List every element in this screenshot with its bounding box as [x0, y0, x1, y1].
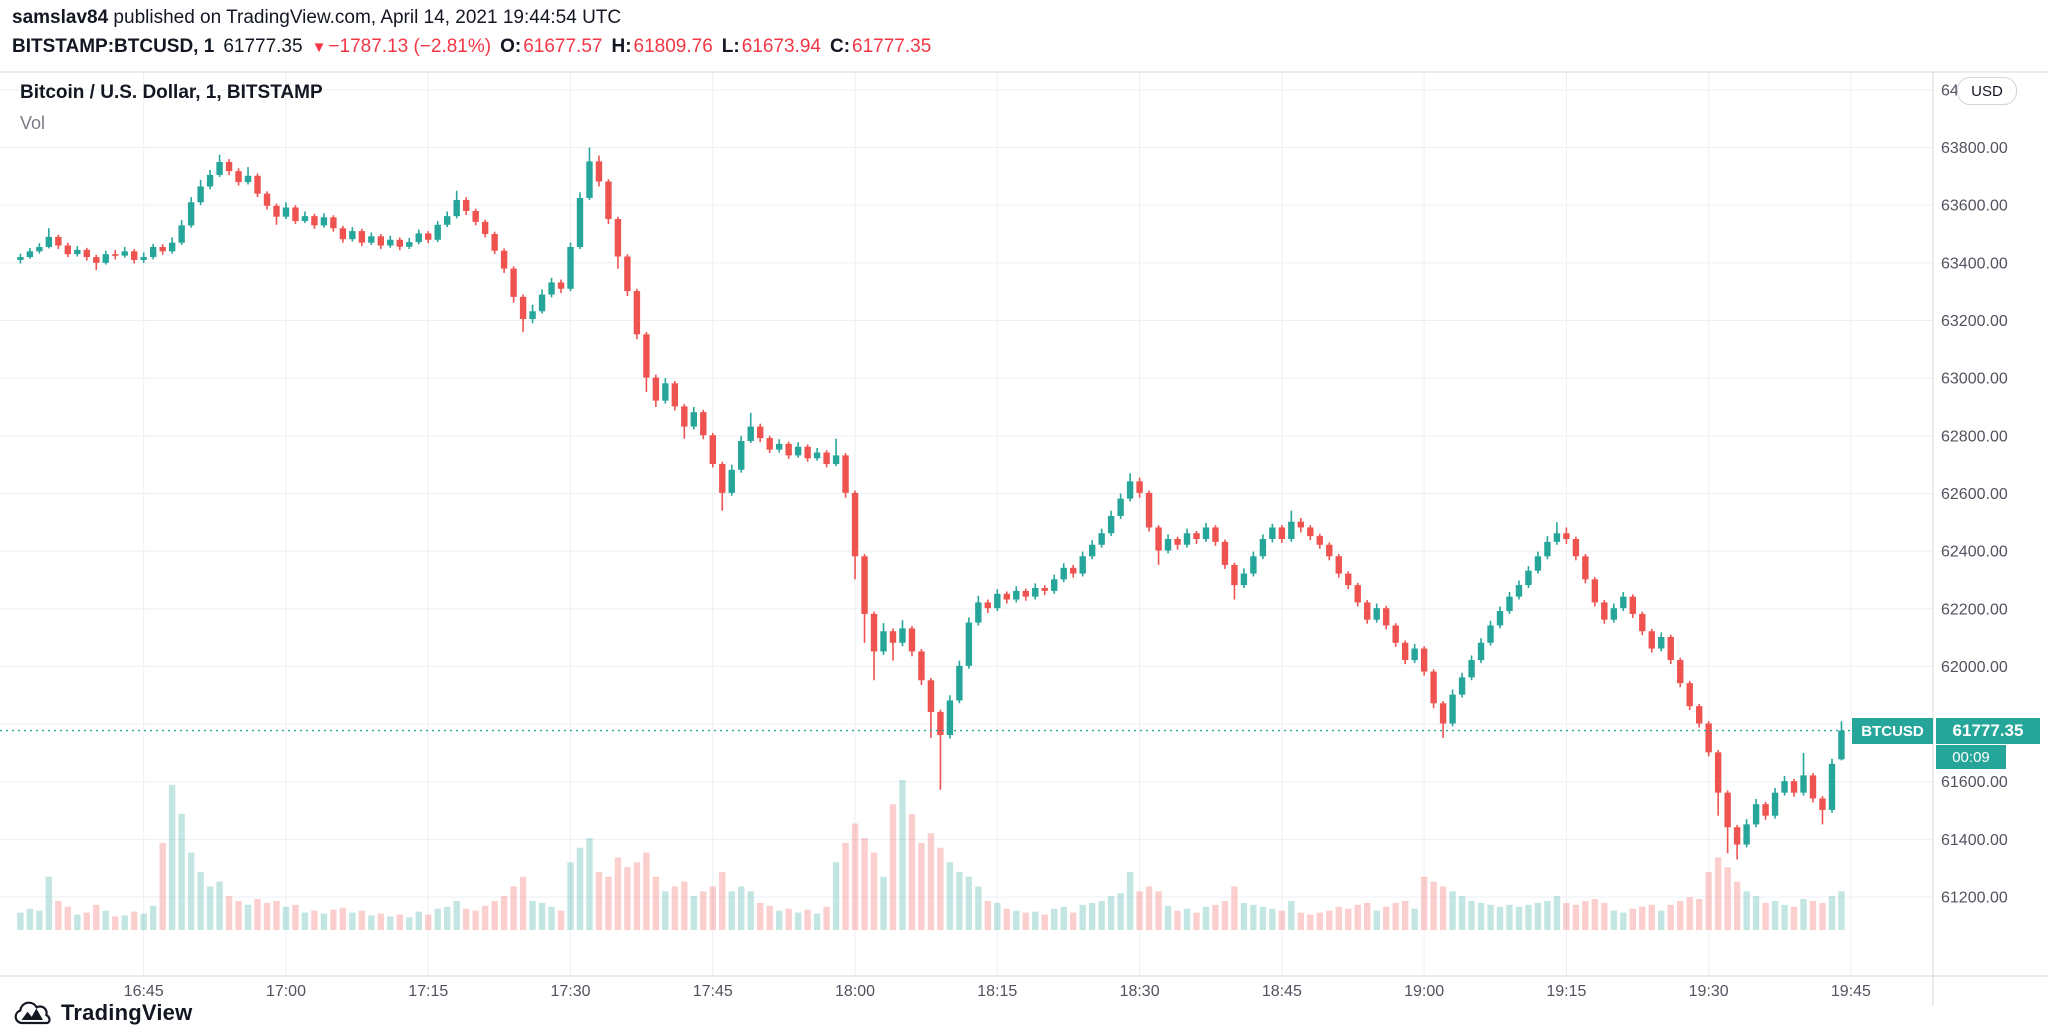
svg-text:62400.00: 62400.00 [1941, 544, 2008, 561]
volume-bars [17, 780, 1845, 930]
svg-text:63200.00: 63200.00 [1941, 313, 2008, 330]
open-label: O: [500, 36, 522, 57]
last-price: 61777.35 [223, 36, 303, 57]
candles [17, 147, 1845, 860]
author-username: samslav84 [12, 7, 109, 28]
high-value: 61809.76 [633, 36, 713, 57]
price-flag-symbol: BTCUSD [1852, 718, 1933, 744]
low-value: 61673.94 [741, 36, 821, 57]
currency-toggle-button[interactable]: USD [1957, 77, 2017, 105]
attribution-line: samslav84 published on TradingView.com, … [12, 7, 931, 29]
svg-text:17:00: 17:00 [266, 983, 306, 1000]
svg-text:18:00: 18:00 [835, 983, 875, 1000]
symbol-legend[interactable]: Bitcoin / U.S. Dollar, 1, BITSTAMP [20, 82, 323, 103]
tradingview-logo[interactable]: TradingView [14, 1000, 192, 1026]
svg-text:19:45: 19:45 [1831, 983, 1871, 1000]
high-readout: H: 61809.76 [611, 36, 712, 58]
svg-text:62200.00: 62200.00 [1941, 601, 2008, 618]
low-readout: L: 61673.94 [722, 36, 821, 58]
svg-text:63000.00: 63000.00 [1941, 371, 2008, 388]
price-axis-labels[interactable]: 64000.0063800.0063600.0063400.0063200.00… [1941, 82, 2008, 906]
svg-text:62800.00: 62800.00 [1941, 428, 2008, 445]
bar-countdown: 00:09 [1936, 745, 2006, 769]
svg-text:19:30: 19:30 [1689, 983, 1729, 1000]
svg-text:16:45: 16:45 [124, 983, 164, 1000]
svg-text:19:15: 19:15 [1546, 983, 1586, 1000]
close-readout: C: 61777.35 [830, 36, 931, 58]
svg-text:17:15: 17:15 [408, 983, 448, 1000]
close-value: 61777.35 [852, 36, 932, 57]
svg-text:17:45: 17:45 [693, 983, 733, 1000]
svg-text:18:30: 18:30 [1120, 983, 1160, 1000]
high-label: H: [611, 36, 632, 57]
open-readout: O: 61677.57 [500, 36, 602, 58]
svg-text:62600.00: 62600.00 [1941, 486, 2008, 503]
svg-text:63800.00: 63800.00 [1941, 140, 2008, 157]
svg-text:18:45: 18:45 [1262, 983, 1302, 1000]
price-flag-value: 61777.35 [1936, 718, 2040, 744]
tradingview-logo-icon [14, 1001, 51, 1025]
volume-legend[interactable]: Vol [20, 113, 46, 133]
svg-text:61200.00: 61200.00 [1941, 890, 2008, 907]
svg-text:63400.00: 63400.00 [1941, 255, 2008, 272]
low-label: L: [721, 36, 740, 57]
grid-lines [0, 72, 1933, 976]
close-label: C: [829, 36, 851, 57]
svg-text:63600.00: 63600.00 [1941, 198, 2008, 215]
header: samslav84 published on TradingView.com, … [12, 7, 931, 58]
symbol-interval: BITSTAMP:BTCUSD, 1 [12, 36, 215, 57]
price-change: −1787.13 (−2.81%) [328, 36, 492, 57]
svg-text:62000.00: 62000.00 [1941, 659, 2008, 676]
axis-frame [0, 71, 2048, 1006]
quote-line: BITSTAMP:BTCUSD, 1 61777.35 ▼ −1787.13 (… [12, 36, 931, 58]
svg-text:61400.00: 61400.00 [1941, 832, 2008, 849]
svg-text:61600.00: 61600.00 [1941, 774, 2008, 791]
svg-text:18:15: 18:15 [977, 983, 1017, 1000]
attribution-text: published on TradingView.com, April 14, … [108, 7, 622, 28]
svg-text:17:30: 17:30 [550, 983, 590, 1000]
time-axis-labels[interactable]: 16:45 17:00 17:15 17:30 17:45 18:00 18:15 18:30… [124, 983, 1871, 1000]
chart-legend: Bitcoin / U.S. Dollar, 1, BITSTAMP Vol [20, 82, 323, 134]
tradingview-wordmark: TradingView [61, 1000, 193, 1025]
open-value: 61677.57 [523, 36, 603, 57]
down-arrow-icon: ▼ [311, 38, 327, 56]
svg-text:19:00: 19:00 [1404, 983, 1444, 1000]
